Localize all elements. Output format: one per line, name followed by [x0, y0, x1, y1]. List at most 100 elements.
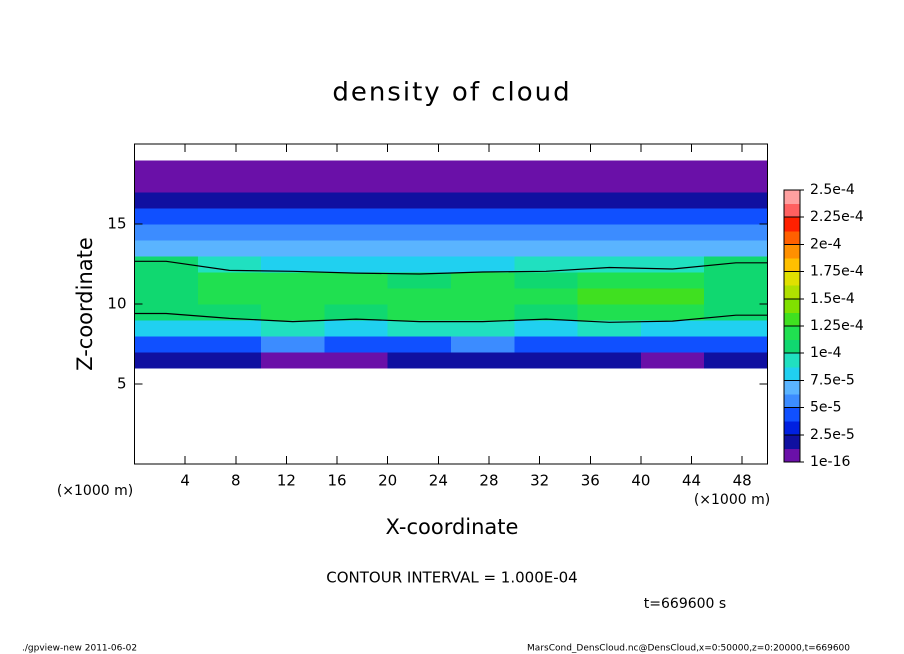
cell: [324, 368, 389, 385]
cell: [387, 320, 452, 337]
cell: [387, 272, 452, 289]
cell: [640, 400, 705, 417]
x-unit: (×1000 m): [694, 492, 770, 508]
cell: [261, 224, 325, 241]
cell: [134, 352, 199, 369]
cell: [704, 192, 768, 209]
cell: [261, 336, 325, 353]
cell: [197, 208, 262, 225]
cell: [134, 272, 199, 289]
cell: [640, 352, 705, 369]
cell: [577, 304, 642, 321]
cell: [134, 336, 199, 353]
cell: [134, 320, 199, 337]
cell: [324, 176, 389, 193]
cell: [261, 352, 325, 369]
cell: [134, 368, 199, 385]
cell: [387, 432, 452, 449]
cell: [704, 416, 768, 433]
cell: [134, 304, 199, 321]
cell: [451, 256, 515, 273]
cell: [451, 208, 515, 225]
cell: [514, 144, 579, 161]
cell: [197, 448, 262, 465]
cell: [577, 352, 642, 369]
cell: [197, 400, 262, 417]
colorbar-band: [784, 434, 800, 449]
cell: [640, 240, 705, 257]
colorbar-band: [784, 380, 800, 395]
cell: [387, 384, 452, 401]
cell: [640, 336, 705, 353]
cell: [640, 272, 705, 289]
cell: [451, 160, 515, 177]
cell: [197, 144, 262, 161]
cell: [704, 336, 768, 353]
cell: [514, 400, 579, 417]
cell: [451, 432, 515, 449]
cell: [704, 240, 768, 257]
cell: [324, 288, 389, 305]
cell: [134, 176, 199, 193]
cell: [514, 288, 579, 305]
cell: [324, 320, 389, 337]
cell: [577, 400, 642, 417]
cell: [197, 432, 262, 449]
cell: [261, 144, 325, 161]
x-tick-label: 12: [277, 472, 296, 490]
cell: [577, 368, 642, 385]
cell: [451, 448, 515, 465]
cell: [704, 272, 768, 289]
cell: [324, 224, 389, 241]
cell: [577, 208, 642, 225]
cell: [134, 208, 199, 225]
cell: [261, 176, 325, 193]
colorbar-band: [784, 217, 800, 232]
cell: [704, 400, 768, 417]
cell: [514, 384, 579, 401]
cell: [640, 384, 705, 401]
cell: [451, 224, 515, 241]
cell: [704, 208, 768, 225]
cell: [514, 432, 579, 449]
cell: [640, 224, 705, 241]
contour-line: [134, 312, 768, 323]
cell: [261, 192, 325, 209]
cell: [324, 240, 389, 257]
cell: [514, 160, 579, 177]
colorbar-band: [784, 353, 800, 368]
cell: [261, 416, 325, 433]
cell: [704, 304, 768, 321]
y-axis-label: Z-coordinate: [73, 237, 97, 371]
cell: [134, 400, 199, 417]
colorbar-band: [784, 298, 800, 313]
cell: [640, 432, 705, 449]
x-tick-label: 36: [581, 472, 600, 490]
cell: [324, 416, 389, 433]
cell: [134, 384, 199, 401]
cell: [577, 384, 642, 401]
cell: [640, 448, 705, 465]
colorbar-label: 1.75e-4: [810, 264, 864, 280]
colorbar-band: [784, 271, 800, 286]
colorbar-band: [784, 394, 800, 409]
cell: [577, 336, 642, 353]
colorbar-label: 1.5e-4: [810, 291, 855, 307]
cell: [577, 416, 642, 433]
cell: [324, 192, 389, 209]
cell: [387, 224, 452, 241]
colorbar-label: 5e-5: [810, 400, 841, 416]
cell: [261, 432, 325, 449]
cell: [451, 144, 515, 161]
x-tick-label: 40: [631, 472, 650, 490]
cell: [577, 240, 642, 257]
cell: [451, 320, 515, 337]
colorbar-band: [784, 190, 800, 205]
cell: [197, 240, 262, 257]
cell: [577, 144, 642, 161]
colorbar-label: 1e-16: [810, 454, 850, 470]
colorbar-label: 1.25e-4: [810, 318, 864, 334]
cell: [640, 304, 705, 321]
cell: [640, 208, 705, 225]
cell: [324, 400, 389, 417]
